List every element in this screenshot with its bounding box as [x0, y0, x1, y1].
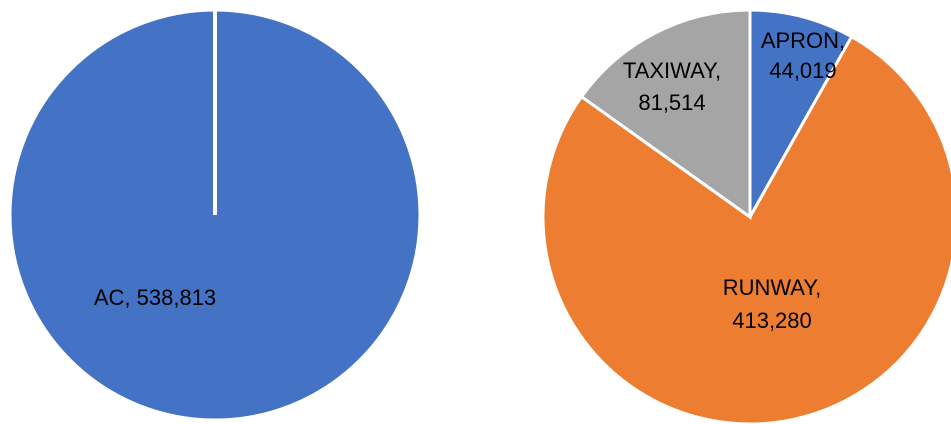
pie-slice-taxiway [579, 8, 752, 220]
data-label-apron: APRON, 44,019 [761, 28, 845, 83]
pie-slice-apron [748, 8, 854, 223]
data-label-taxiway: TAXIWAY, 81,514 [623, 58, 721, 115]
pie-chart-infrastructure: APRON, 44,019 RUNWAY, 413,280 TAXIWAY, 81,514 [541, 8, 951, 424]
data-label-ac: AC, 538,813 [94, 285, 216, 310]
data-label-runway: RUNWAY, 413,280 [723, 275, 822, 333]
pie-chart-ac: AC, 538,813 [8, 8, 422, 422]
pie-slice-runway [541, 34, 951, 424]
